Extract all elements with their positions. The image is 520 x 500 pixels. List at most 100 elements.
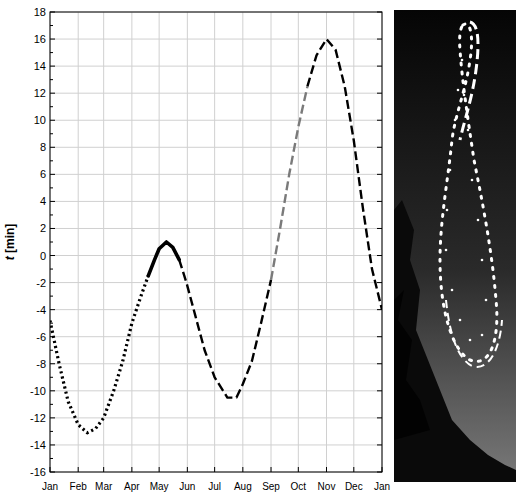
grid-line bbox=[214, 12, 215, 472]
tick-mark bbox=[50, 363, 55, 364]
grid-line bbox=[298, 12, 299, 472]
tick-mark bbox=[377, 147, 382, 148]
photo-dot bbox=[457, 89, 460, 92]
tick-label: 6 bbox=[40, 168, 46, 180]
tick-label: Jul bbox=[208, 481, 221, 492]
tick-label: 4 bbox=[40, 195, 46, 207]
tick-mark bbox=[271, 467, 272, 472]
tick-mark bbox=[50, 390, 55, 391]
grid-line bbox=[271, 12, 272, 472]
tick-mark bbox=[377, 363, 382, 364]
tick-mark bbox=[50, 255, 55, 256]
tick-mark bbox=[50, 174, 55, 175]
tick-mark bbox=[377, 255, 382, 256]
tick-mark bbox=[50, 417, 55, 418]
photo-dot bbox=[461, 59, 464, 62]
grid-line bbox=[50, 336, 382, 337]
tick-mark bbox=[377, 390, 382, 391]
axes: -16-14-12-10-8-6-4-2024681012141618JanFe… bbox=[30, 6, 390, 492]
tick-mark bbox=[50, 228, 55, 229]
grid-line bbox=[50, 147, 382, 148]
tick-label: -12 bbox=[30, 412, 46, 424]
tick-mark bbox=[377, 93, 382, 94]
tick-label: -2 bbox=[36, 277, 46, 289]
plot-background bbox=[50, 12, 382, 472]
grid-line bbox=[50, 66, 382, 67]
photo-sky bbox=[394, 10, 516, 482]
grid-line bbox=[50, 174, 382, 175]
tick-mark bbox=[377, 120, 382, 121]
grid bbox=[50, 12, 382, 472]
tick-label: 14 bbox=[34, 60, 46, 72]
photo-trees bbox=[394, 290, 430, 440]
tick-mark bbox=[131, 467, 132, 472]
tick-label: Feb bbox=[70, 481, 88, 492]
tick-mark bbox=[377, 417, 382, 418]
photo-dot bbox=[451, 289, 454, 292]
tick-label: Jan bbox=[374, 481, 390, 492]
tick-mark bbox=[377, 444, 382, 445]
tick-mark bbox=[50, 39, 55, 40]
photo-dot bbox=[485, 299, 488, 302]
grid-line bbox=[50, 282, 382, 283]
grid-line bbox=[242, 12, 243, 472]
tick-mark bbox=[326, 467, 327, 472]
photo-dot bbox=[459, 319, 462, 322]
tick-label: -16 bbox=[30, 466, 46, 478]
tick-label: 2 bbox=[40, 222, 46, 234]
photo-analemma bbox=[446, 300, 502, 367]
tick-label: 8 bbox=[40, 141, 46, 153]
tick-label: May bbox=[150, 481, 169, 492]
tick-label: Mar bbox=[95, 481, 113, 492]
grid-line bbox=[50, 417, 382, 418]
grid-line bbox=[159, 12, 160, 472]
tick-mark bbox=[214, 467, 215, 472]
photo-dot bbox=[471, 179, 474, 182]
tick-label: -8 bbox=[36, 358, 46, 370]
tick-mark bbox=[103, 467, 104, 472]
tick-mark bbox=[242, 467, 243, 472]
grid-line bbox=[78, 12, 79, 472]
photo-dot bbox=[477, 219, 480, 222]
grid-line bbox=[50, 363, 382, 364]
tick-label: Aug bbox=[234, 481, 252, 492]
grid-line bbox=[50, 309, 382, 310]
series-line bbox=[307, 39, 382, 310]
tick-label: Oct bbox=[291, 481, 307, 492]
tick-label: Jan bbox=[42, 481, 58, 492]
tick-label: Dec bbox=[345, 481, 363, 492]
photo-dot bbox=[463, 94, 466, 97]
grid-line bbox=[50, 255, 382, 256]
photo-trees bbox=[394, 200, 516, 482]
tick-mark bbox=[377, 201, 382, 202]
tick-label: 18 bbox=[34, 6, 46, 18]
plot-frame bbox=[50, 12, 382, 472]
photo-dot bbox=[481, 334, 484, 337]
grid-line bbox=[103, 12, 104, 472]
tick-mark bbox=[377, 174, 382, 175]
tick-mark bbox=[377, 336, 382, 337]
grid-line bbox=[131, 12, 132, 472]
tick-label: -6 bbox=[36, 331, 46, 343]
series-group bbox=[50, 39, 382, 433]
tick-mark bbox=[50, 93, 55, 94]
tick-mark bbox=[50, 201, 55, 202]
photo-dot bbox=[446, 209, 449, 212]
photo-dot bbox=[481, 259, 484, 262]
tick-mark bbox=[50, 309, 55, 310]
chart-root: -16-14-12-10-8-6-4-2024681012141618JanFe… bbox=[0, 0, 520, 500]
grid-line bbox=[50, 39, 382, 40]
grid-line bbox=[50, 228, 382, 229]
tick-mark bbox=[50, 120, 55, 121]
photo-dot bbox=[449, 169, 452, 172]
tick-mark bbox=[187, 467, 188, 472]
tick-label: Apr bbox=[124, 481, 140, 492]
tick-label: -14 bbox=[30, 439, 46, 451]
tick-label: 12 bbox=[34, 87, 46, 99]
tick-label: Sep bbox=[262, 481, 280, 492]
photo-analemma bbox=[440, 24, 497, 361]
grid-line bbox=[50, 444, 382, 445]
axis-title: t [min] bbox=[3, 224, 17, 261]
photo-dot bbox=[467, 129, 470, 132]
grid-line bbox=[353, 12, 354, 472]
